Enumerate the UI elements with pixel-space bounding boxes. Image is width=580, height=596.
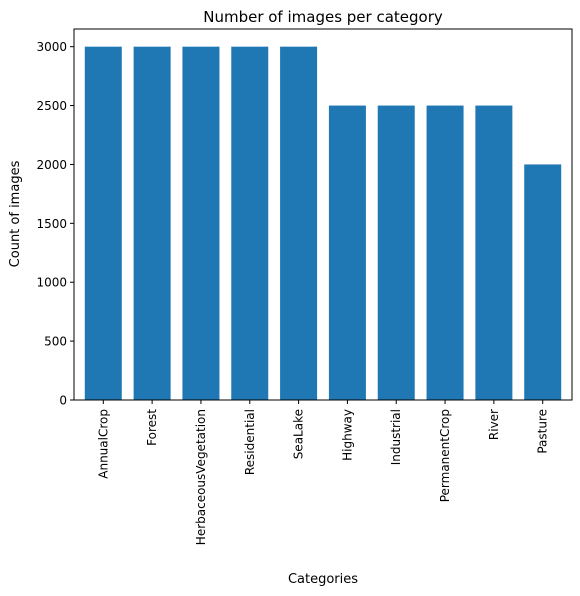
x-tick-label: HerbaceousVegetation (194, 409, 208, 545)
bar-highway (328, 105, 366, 400)
y-tick-label: 1500 (36, 217, 67, 231)
x-tick-label: PermanentCrop (438, 409, 452, 502)
x-axis-label: Categories (288, 572, 358, 587)
y-tick-label: 2500 (36, 99, 67, 113)
x-tick-label: Highway (340, 409, 354, 461)
x-tick-label: Forest (145, 409, 159, 446)
bar-annualcrop (84, 46, 122, 401)
y-tick-label: 0 (59, 394, 67, 408)
y-tick-label: 3000 (36, 40, 67, 54)
bar-residential (231, 46, 269, 401)
x-tick-label: River (487, 409, 501, 440)
x-tick-label: Pasture (536, 409, 550, 454)
bar-pasture (524, 164, 562, 400)
x-tick-label: Residential (243, 409, 257, 475)
y-axis: 0 500 1000 1500 2000 2500 3000 (36, 40, 74, 408)
bar-herbaceousvegetation (182, 46, 220, 401)
bar-river (475, 105, 513, 400)
x-axis: AnnualCrop Forest HerbaceousVegetation Resi… (96, 400, 550, 545)
x-tick-label: Industrial (389, 409, 403, 465)
bar-industrial (377, 105, 415, 400)
bar-permanentcrop (426, 105, 464, 400)
bar-sealake (280, 46, 318, 401)
plot-frame (73, 28, 573, 401)
bar-forest (133, 46, 171, 401)
bars (84, 46, 562, 401)
y-tick-label: 2000 (36, 158, 67, 172)
x-tick-label: AnnualCrop (96, 409, 110, 479)
y-axis-label: Count of images (8, 160, 23, 267)
chart-title: Number of images per category (203, 8, 443, 26)
y-tick-label: 500 (44, 335, 67, 349)
y-tick-label: 1000 (36, 276, 67, 290)
x-tick-label: SeaLake (292, 409, 306, 459)
